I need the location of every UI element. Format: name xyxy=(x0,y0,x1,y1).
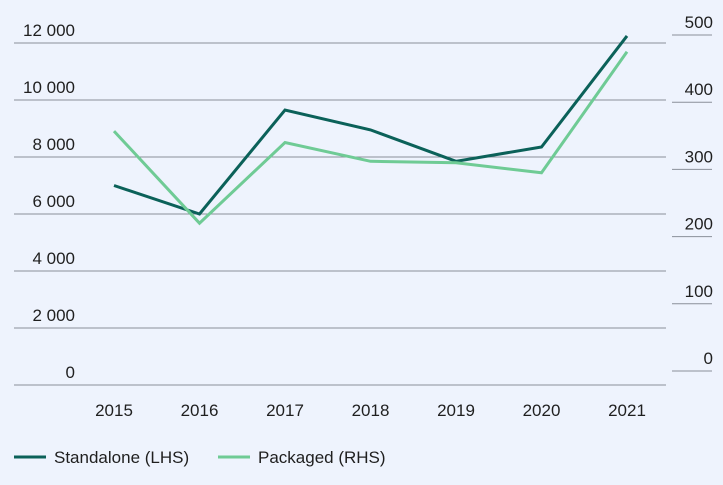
right-tick-label: 500 xyxy=(685,13,713,32)
x-tick-label: 2020 xyxy=(523,401,561,420)
x-tick-label: 2019 xyxy=(437,401,475,420)
left-tick-label: 8 000 xyxy=(32,135,75,154)
x-tick-label: 2018 xyxy=(352,401,390,420)
left-tick-label: 0 xyxy=(66,363,75,382)
right-tick-label: 300 xyxy=(685,147,713,166)
legend: Standalone (LHS) Packaged (RHS) xyxy=(14,448,386,467)
x-tick-label: 2021 xyxy=(608,401,646,420)
x-tick-label: 2017 xyxy=(266,401,304,420)
left-tick-label: 6 000 xyxy=(32,192,75,211)
series-line-packaged xyxy=(112,50,629,226)
legend-label: Packaged (RHS) xyxy=(258,448,386,467)
legend-label: Standalone (LHS) xyxy=(54,448,189,467)
x-axis-ticks: 2015 2016 2017 2018 2019 2020 2021 xyxy=(95,401,646,420)
right-axis-ticks: 0 100 200 300 400 500 xyxy=(685,13,713,368)
series-line-standalone xyxy=(113,34,629,216)
left-tick-label: 2 000 xyxy=(32,306,75,325)
left-tick-label: 12 000 xyxy=(23,21,75,40)
right-tick-label: 0 xyxy=(704,349,713,368)
right-tick-label: 100 xyxy=(685,282,713,301)
right-tick-label: 200 xyxy=(685,215,713,234)
left-axis-ticks: 0 2 000 4 000 6 000 8 000 10 000 12 000 xyxy=(23,21,75,382)
left-tick-label: 4 000 xyxy=(32,249,75,268)
gridlines xyxy=(14,34,712,386)
left-tick-label: 10 000 xyxy=(23,78,75,97)
right-tick-label: 400 xyxy=(685,80,713,99)
x-tick-label: 2015 xyxy=(95,401,133,420)
x-tick-label: 2016 xyxy=(181,401,219,420)
series-lines xyxy=(112,34,629,226)
